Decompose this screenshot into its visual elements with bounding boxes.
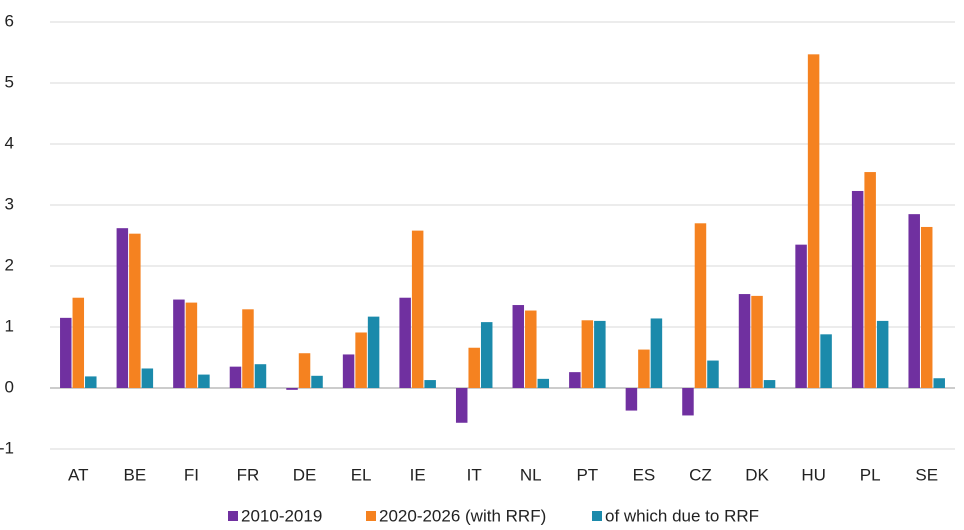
bar (851, 190, 864, 388)
y-tick-label: 5 (5, 72, 14, 91)
bar (625, 388, 638, 411)
bar (537, 378, 550, 388)
bar (286, 388, 298, 390)
y-tick-label: -1 (0, 438, 14, 457)
bar (908, 214, 920, 388)
bar (367, 316, 380, 388)
bar (129, 233, 141, 388)
bar (569, 372, 581, 388)
bar (795, 244, 807, 388)
bar (229, 366, 242, 388)
bar (650, 318, 663, 388)
bar (72, 297, 85, 388)
x-tick-label: DE (293, 465, 317, 484)
bar (399, 297, 411, 388)
bar (594, 320, 606, 388)
bar (424, 380, 436, 388)
x-tick-label: EL (351, 465, 372, 484)
bar (254, 364, 267, 388)
bar (638, 349, 650, 388)
bar (468, 347, 480, 388)
y-tick-label: 2 (5, 255, 14, 274)
bar (864, 172, 876, 388)
bar (85, 376, 97, 388)
x-tick-label: NL (520, 465, 542, 484)
bar (682, 388, 694, 416)
legend-label: 2010-2019 (241, 506, 322, 525)
x-tick-label: FR (237, 465, 260, 484)
bar (933, 378, 945, 388)
x-tick-label: IE (410, 465, 426, 484)
x-tick-label: IT (467, 465, 482, 484)
x-tick-label: HU (801, 465, 826, 484)
bar (141, 368, 154, 388)
legend-swatch (366, 511, 376, 521)
legend-swatch (592, 511, 602, 521)
x-tick-label: FI (184, 465, 199, 484)
bar (707, 360, 719, 388)
bar (480, 322, 493, 388)
bar (455, 388, 468, 423)
bar (355, 332, 367, 388)
bar (198, 374, 210, 388)
y-tick-label: 0 (5, 377, 14, 396)
bar (411, 230, 424, 388)
x-tick-label: ES (633, 465, 656, 484)
y-tick-label: 3 (5, 194, 14, 213)
bar (60, 317, 72, 388)
bar (820, 334, 832, 388)
y-tick-label: 4 (5, 133, 14, 152)
y-tick-label: 1 (5, 316, 14, 335)
legend-label: of which due to RRF (605, 506, 759, 525)
bar (751, 295, 763, 388)
bar (876, 320, 889, 388)
bar (298, 353, 311, 388)
x-tick-label: AT (68, 465, 88, 484)
bar (525, 310, 537, 388)
x-tick-label: PL (860, 465, 881, 484)
legend-swatch (228, 511, 238, 521)
bar (116, 228, 129, 388)
bar (694, 223, 707, 388)
bar (807, 54, 820, 389)
x-tick-label: SE (915, 465, 938, 484)
bar (311, 375, 323, 388)
bar (242, 309, 254, 388)
bar (185, 302, 198, 388)
legend-label: 2020-2026 (with RRF) (379, 506, 546, 525)
bar (738, 294, 751, 388)
bar (763, 380, 776, 388)
x-tick-label: DK (745, 465, 769, 484)
x-tick-label: BE (124, 465, 147, 484)
x-tick-label: PT (576, 465, 598, 484)
bar (581, 320, 594, 388)
bar (342, 354, 355, 388)
y-tick-label: 6 (5, 11, 14, 30)
bar (173, 299, 185, 388)
x-tick-label: CZ (689, 465, 712, 484)
bar (920, 226, 933, 388)
bar (512, 305, 525, 388)
